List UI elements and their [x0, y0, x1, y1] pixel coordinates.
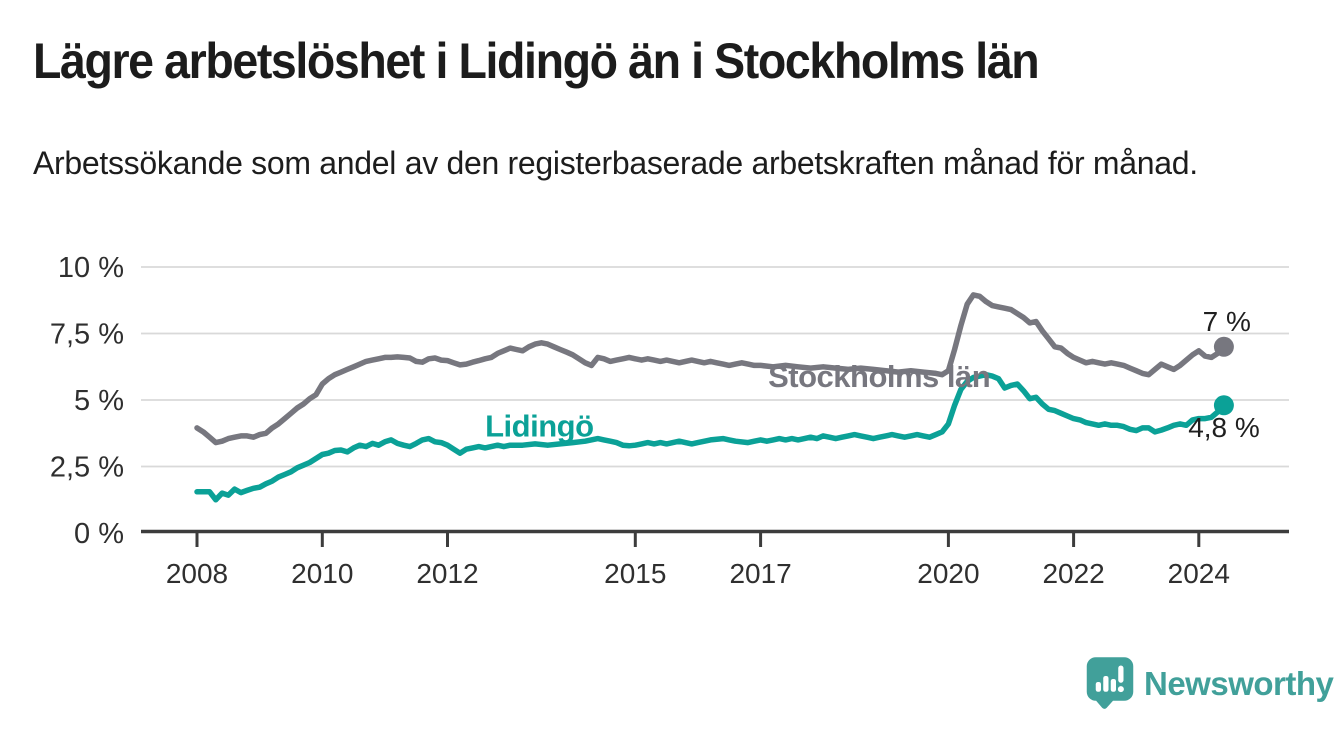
y-tick-label: 0 % [74, 518, 124, 550]
logo-bar-2 [1103, 676, 1109, 692]
x-tick-label: 2012 [416, 558, 478, 589]
series-line-stockholms-lan [194, 292, 1227, 446]
x-tick-label: 2024 [1168, 558, 1230, 589]
y-tick-label: 7,5 % [50, 319, 124, 351]
logo-bar-1 [1095, 682, 1101, 692]
series-label-stockholms-lan: Stockholms län [768, 359, 990, 394]
page-title: Lägre arbetslöshet i Lidingö än i Stockh… [33, 33, 1040, 89]
series-end-value-stockholms-lan: 7 % [1203, 306, 1251, 337]
y-tick-label: 10 % [58, 252, 124, 284]
series-line-lidingo [194, 371, 1227, 503]
x-tick-label: 2020 [917, 558, 979, 589]
chart-subtitle: Arbetssökande som andel av den registerb… [33, 145, 1198, 181]
x-tick-label: 2008 [166, 558, 228, 589]
series-label-lidingo: Lidingö [485, 409, 593, 444]
series-end-dot-stockholms-lan [1213, 336, 1234, 357]
newsworthy-logo: Newsworthy [1086, 656, 1334, 711]
x-tick-label: 2015 [604, 558, 666, 589]
series-end-dot-lidingo [1213, 395, 1234, 416]
y-tick-label: 5 % [74, 385, 124, 417]
series-end-value-lidingo: 4,8 % [1188, 412, 1260, 443]
x-tick-label: 2017 [729, 558, 791, 589]
logo-bar-3 [1110, 679, 1116, 692]
bar-chart-speech-bubble-icon [1086, 657, 1134, 709]
logo-exclamation-stem [1118, 665, 1124, 683]
y-tick-label: 2,5 % [50, 452, 124, 484]
x-tick-label: 2022 [1042, 558, 1104, 589]
logo-exclamation-dot [1117, 686, 1124, 693]
x-tick-label: 2010 [291, 558, 353, 589]
speech-bubble-shape [1086, 657, 1134, 709]
newsworthy-logo-text: Newsworthy [1144, 664, 1334, 702]
